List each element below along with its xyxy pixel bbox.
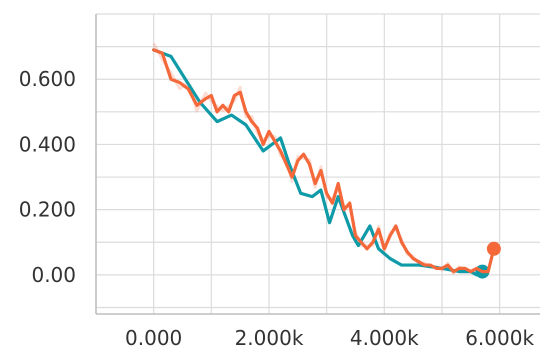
y-tick-label: 0.400 xyxy=(19,132,76,156)
y-tick-label: 0.600 xyxy=(19,67,76,91)
series-layer xyxy=(152,42,501,279)
axes xyxy=(95,14,540,315)
x-tick-label: 2.000k xyxy=(235,326,304,350)
x-tick-label: 6.000k xyxy=(465,326,534,350)
y-tick-label: 0.200 xyxy=(19,198,76,222)
series-raw-orange xyxy=(152,42,496,275)
series-endpoint-orange xyxy=(486,241,501,256)
series-line-teal xyxy=(152,48,484,277)
x-tick-labels: 0.000 2.000k 4.000k 6.000k xyxy=(125,326,534,350)
x-tick-label: 0.000 xyxy=(125,326,182,350)
x-tick-label: 4.000k xyxy=(350,326,419,350)
series-line-orange xyxy=(152,48,496,274)
y-tick-labels: 0.00 0.200 0.400 0.600 xyxy=(19,67,76,287)
y-tick-label: 0.00 xyxy=(31,263,76,287)
